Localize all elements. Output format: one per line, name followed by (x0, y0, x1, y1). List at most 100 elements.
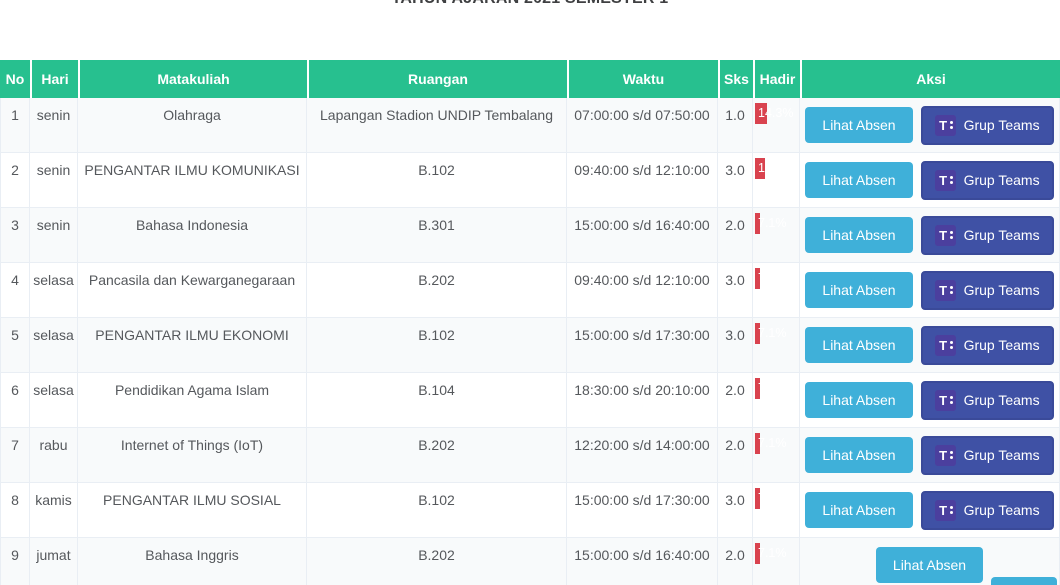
cell-hari: senin (30, 208, 78, 263)
cell-hari: jumat (30, 538, 78, 585)
grup-teams-button[interactable]: T Grup Teams (920, 325, 1054, 365)
attendance-percent-label: 7.1% (758, 436, 787, 450)
table-row: 6 selasa Pendidikan Agama Islam B.104 18… (0, 373, 1060, 428)
attendance-percent-label: 7.1% (758, 546, 787, 560)
cell-aksi: Lihat Absen T Grup Teams (800, 263, 1060, 318)
grup-teams-button[interactable]: T Grup Teams (920, 105, 1054, 145)
attendance-progress: 7.1% (755, 433, 797, 454)
grup-teams-label: Grup Teams (963, 172, 1040, 188)
teams-icon: T (934, 279, 956, 301)
cell-aksi: Lihat Absen T Grup Teams (800, 373, 1060, 428)
grup-teams-label: Grup Teams (963, 392, 1040, 408)
schedule-table: No Hari Matakuliah Ruangan Waktu Sks Had… (0, 60, 1060, 585)
cell-hari: selasa (30, 318, 78, 373)
grup-teams-button[interactable]: T Grup Teams (920, 435, 1054, 475)
cell-no: 3 (0, 208, 30, 263)
teams-icon: T (934, 114, 956, 136)
grup-teams-button[interactable]: T Grup Teams (920, 270, 1054, 310)
cell-sks: 2.0 (718, 373, 753, 428)
cell-hari: rabu (30, 428, 78, 483)
teams-icon: T (934, 169, 956, 191)
attendance-percent-label: 7.1% (758, 271, 787, 285)
attendance-progress: 7.1% (755, 378, 797, 399)
lihat-absen-button[interactable]: Lihat Absen (805, 382, 913, 418)
attendance-bar: 14.3% (755, 103, 793, 124)
cell-sks: 3.0 (718, 153, 753, 208)
cell-waktu: 18:30:00 s/d 20:10:00 (567, 373, 718, 428)
cell-waktu: 15:00:00 s/d 17:30:00 (567, 318, 718, 373)
lihat-absen-button[interactable]: Lihat Absen (805, 272, 913, 308)
cell-hadir: 7.1% (753, 538, 800, 585)
column-header-ruangan: Ruangan (307, 60, 567, 98)
cell-hari: senin (30, 153, 78, 208)
cell-waktu: 09:40:00 s/d 12:10:00 (567, 153, 718, 208)
attendance-percent-label: 7.1% (758, 491, 787, 505)
lihat-absen-button[interactable]: Lihat Absen (805, 107, 913, 143)
cell-matakuliah: Pendidikan Agama Islam (78, 373, 307, 428)
attendance-bar: 14.3% (755, 158, 793, 179)
attendance-progress: 7.1% (755, 268, 797, 289)
attendance-progress: 14.3% (755, 158, 797, 179)
attendance-percent-label: 7.1% (758, 381, 787, 395)
lihat-absen-button[interactable]: Lihat Absen (805, 162, 913, 198)
cell-waktu: 15:00:00 s/d 16:40:00 (567, 208, 718, 263)
column-header-matakuliah: Matakuliah (78, 60, 307, 98)
attendance-progress: 7.1% (755, 543, 797, 564)
cell-waktu: 15:00:00 s/d 16:40:00 (567, 538, 718, 585)
grup-teams-label: Grup Teams (963, 282, 1040, 298)
lihat-absen-button[interactable]: Lihat Absen (805, 437, 913, 473)
cell-hadir: 7.1% (753, 318, 800, 373)
lihat-absen-button[interactable]: Lihat Absen (805, 217, 913, 253)
cell-no: 7 (0, 428, 30, 483)
cell-waktu: 07:00:00 s/d 07:50:00 (567, 98, 718, 153)
table-row: 4 selasa Pancasila dan Kewarganegaraan B… (0, 263, 1060, 318)
table-row: 3 senin Bahasa Indonesia B.301 15:00:00 … (0, 208, 1060, 263)
cell-hari: kamis (30, 483, 78, 538)
table-row: 5 selasa PENGANTAR ILMU EKONOMI B.102 15… (0, 318, 1060, 373)
cell-ruangan: B.102 (307, 483, 567, 538)
attendance-bar: 7.1% (755, 488, 787, 509)
teams-icon: T (934, 224, 956, 246)
scroll-top-button[interactable] (991, 577, 1057, 585)
grup-teams-button[interactable]: T Grup Teams (920, 215, 1054, 255)
cell-sks: 3.0 (718, 483, 753, 538)
cell-matakuliah: Pancasila dan Kewarganegaraan (78, 263, 307, 318)
cell-waktu: 15:00:00 s/d 17:30:00 (567, 483, 718, 538)
cell-hadir: 14.3% (753, 98, 800, 153)
lihat-absen-button[interactable]: Lihat Absen (805, 492, 913, 528)
attendance-percent-label: 7.1% (758, 216, 787, 230)
cell-hadir: 7.1% (753, 483, 800, 538)
column-header-no: No (0, 60, 30, 98)
cell-aksi: Lihat Absen T Grup Teams (800, 153, 1060, 208)
attendance-bar: 7.1% (755, 213, 787, 234)
lihat-absen-button[interactable]: Lihat Absen (805, 327, 913, 363)
column-header-hari: Hari (30, 60, 78, 98)
column-header-sks: Sks (718, 60, 753, 98)
cell-hadir: 14.3% (753, 153, 800, 208)
attendance-bar: 7.1% (755, 433, 787, 454)
lihat-absen-button[interactable]: Lihat Absen (875, 547, 984, 583)
cell-sks: 3.0 (718, 318, 753, 373)
attendance-progress: 7.1% (755, 323, 797, 344)
cell-sks: 1.0 (718, 98, 753, 153)
attendance-percent-label: 14.3% (758, 161, 794, 175)
attendance-bar: 7.1% (755, 323, 787, 344)
attendance-percent-label: 14.3% (758, 106, 794, 120)
attendance-progress: 14.3% (755, 103, 797, 124)
cell-matakuliah: Olahraga (78, 98, 307, 153)
grup-teams-label: Grup Teams (963, 227, 1040, 243)
cell-matakuliah: Internet of Things (IoT) (78, 428, 307, 483)
attendance-bar: 7.1% (755, 543, 787, 564)
cell-sks: 2.0 (718, 428, 753, 483)
cell-matakuliah: Bahasa Inggris (78, 538, 307, 585)
grup-teams-label: Grup Teams (963, 502, 1040, 518)
cell-ruangan: B.102 (307, 153, 567, 208)
cell-ruangan: B.202 (307, 428, 567, 483)
grup-teams-label: Grup Teams (963, 447, 1040, 463)
cell-hadir: 7.1% (753, 373, 800, 428)
cell-hadir: 7.1% (753, 208, 800, 263)
cell-no: 5 (0, 318, 30, 373)
grup-teams-button[interactable]: T Grup Teams (920, 490, 1054, 530)
grup-teams-button[interactable]: T Grup Teams (920, 160, 1054, 200)
grup-teams-button[interactable]: T Grup Teams (920, 380, 1054, 420)
